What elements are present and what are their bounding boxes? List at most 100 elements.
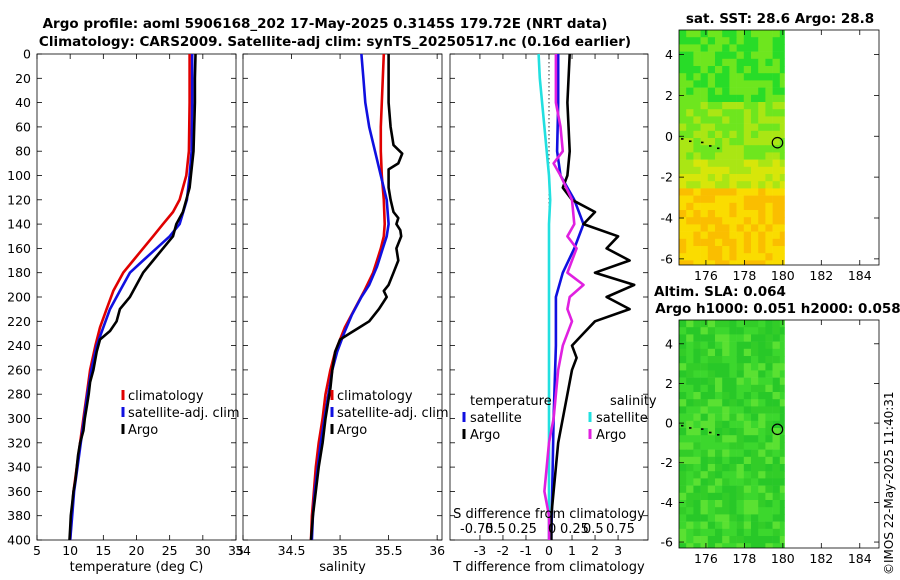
sla-grid-cell [743, 428, 752, 436]
sla-grid-cell [765, 449, 773, 458]
sst-grid-cell [736, 58, 745, 67]
sst-grid-cell [700, 224, 709, 232]
sla-grid-cell [707, 500, 716, 508]
depth-tick-label: 80 [15, 144, 31, 159]
sla-grid-cell [758, 492, 766, 501]
sla-grid-cell [679, 471, 687, 479]
sla-lat-tick-label: -2 [661, 455, 673, 470]
sla-grid-cell [772, 348, 781, 357]
sst-grid-cell [707, 66, 716, 74]
sst-grid-cell [772, 58, 781, 67]
sla-grid-cell [751, 521, 759, 530]
sla-grid-cell [729, 507, 737, 515]
sla-grid-cell [707, 442, 716, 450]
sla-grid-cell [722, 420, 730, 429]
depth-tick-label: 220 [7, 314, 31, 329]
sla-grid-cell [729, 363, 737, 371]
sst-grid-cell [729, 44, 737, 52]
sla-grid-cell [700, 327, 709, 335]
sst-grid-cell [679, 202, 687, 211]
legend-title-salinity: salinity [610, 394, 657, 409]
sla-grid-cell [772, 384, 781, 393]
sst-grid-cell [700, 116, 709, 124]
sal-xlabel: salinity [319, 560, 366, 575]
sst-grid-cell [751, 73, 759, 81]
sst-lat-tick-label: -2 [661, 170, 673, 185]
sst-grid-cell [772, 66, 781, 74]
sst-grid-cell [751, 130, 759, 139]
sst-grid-cell [679, 253, 687, 261]
sst-grid-cell [743, 87, 752, 96]
sla-grid-cell [743, 320, 752, 328]
sla-grid-cell [700, 420, 709, 429]
sst-grid-cell [700, 195, 709, 204]
sst-grid-cell [693, 253, 701, 261]
sla-grid-cell [693, 442, 701, 450]
sst-grid-cell [729, 37, 737, 45]
sst-grid-cell [758, 231, 766, 240]
sla-grid-cell [693, 514, 701, 522]
sst-grid-cell [686, 159, 694, 168]
sst-grid-cell [686, 260, 694, 265]
sst-grid-cell [779, 37, 785, 45]
sst-grid-cell [679, 37, 687, 45]
sla-grid-cell [707, 507, 716, 515]
sla-grid-cell [772, 356, 781, 364]
sla-grid-cell [693, 464, 701, 472]
sst-grid-cell [736, 44, 745, 52]
sst-grid-cell [729, 231, 737, 240]
sst-grid-cell [686, 166, 694, 175]
sla-grid-cell [722, 464, 730, 472]
sst-grid-cell [758, 130, 766, 139]
sst-grid-cell [779, 123, 785, 132]
sla-grid-cell [707, 356, 716, 364]
sst-grid-cell [765, 123, 773, 132]
sst-grid-cell [772, 102, 781, 110]
sst-grid-cell [736, 188, 745, 196]
sst-lon-tick-label: 180 [771, 268, 795, 283]
depth-tick-label: 100 [7, 168, 31, 183]
sla-grid-cell [722, 320, 730, 328]
sst-grid-cell [729, 238, 737, 247]
sla-grid-cell [772, 392, 781, 400]
sst-grid-cell [779, 66, 785, 74]
sst-grid-cell [758, 44, 766, 52]
sst-grid-cell [693, 210, 701, 218]
sla-grid-cell [758, 456, 766, 465]
sst-grid-cell [679, 51, 687, 60]
sla-grid-cell [751, 341, 759, 350]
sst-grid-cell [772, 130, 781, 139]
sst-grid-cell [707, 138, 716, 146]
sla-grid-cell [679, 464, 687, 472]
sst-grid-cell [743, 246, 752, 254]
sst-grid-cell [736, 253, 745, 261]
sst-grid-cell [686, 37, 694, 45]
sst-grid-cell [765, 174, 773, 182]
sst-grid-cell [736, 116, 745, 124]
sst-grid-cell [758, 260, 766, 265]
depth-tick-label: 0 [23, 47, 31, 62]
diff-xtick-label: 1 [568, 543, 576, 558]
sla-grid-cell [700, 536, 709, 544]
sla-grid-cell [679, 392, 687, 400]
sst-grid-cell [679, 102, 687, 110]
sst-grid-cell [707, 238, 716, 247]
sst-grid-cell [693, 166, 701, 175]
sla-lon-tick-label: 182 [809, 551, 833, 566]
depth-tick-label: 40 [15, 95, 31, 110]
sla-grid-cell [679, 521, 687, 530]
sst-grid-cell [729, 202, 737, 211]
sla-grid-cell [758, 500, 766, 508]
sst-grid-cell [772, 224, 781, 232]
sla-grid-cell [686, 528, 694, 537]
sla-grid-cell [779, 507, 785, 515]
sla-grid-cell [722, 413, 730, 422]
sst-grid-cell [772, 30, 781, 38]
sst-grid-cell [715, 37, 723, 45]
sla-grid-cell [743, 377, 752, 386]
sst-grid-cell [693, 87, 701, 96]
sst-grid-cell [772, 152, 781, 160]
sla-grid-cell [743, 341, 752, 350]
sla-grid-cell [722, 392, 730, 400]
diff-xtick-label: -2 [497, 543, 509, 558]
